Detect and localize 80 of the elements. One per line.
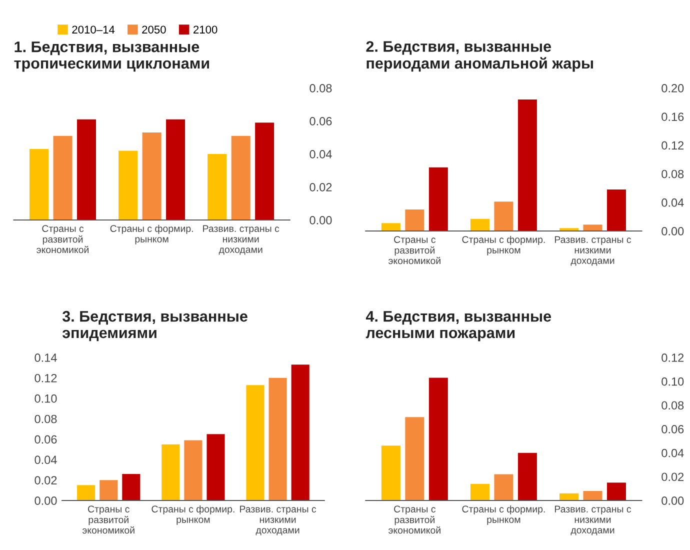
bar <box>518 99 537 231</box>
bar <box>206 434 225 500</box>
bar <box>142 132 162 220</box>
y-tick-label: 0.12 <box>662 141 684 150</box>
bar <box>77 485 96 500</box>
y-tick-label: 0.04 <box>662 448 684 458</box>
bar <box>494 202 514 231</box>
y-tick-label: 0.12 <box>34 374 57 382</box>
y-tick-label: 0.06 <box>662 425 684 434</box>
bar <box>291 364 310 500</box>
x-tick-label: Развив. страны с низкими доходами <box>240 506 316 536</box>
bar <box>381 446 400 500</box>
bar <box>470 218 490 231</box>
bar <box>559 493 578 500</box>
x-tick-label: Развив. страны с низкими доходами <box>554 236 632 266</box>
chart-title: 1. Бедствия, вызванные тропическими циклонами <box>14 42 210 72</box>
bar <box>246 385 264 500</box>
bar <box>100 480 118 500</box>
x-tick-label: Страны с формир. рынком <box>110 224 193 244</box>
y-tick-label: 0.00 <box>662 227 684 236</box>
x-tick-label: Страны с развитой экономикой <box>82 506 134 534</box>
bar <box>208 154 227 220</box>
chart-title: 4. Бедствия, вызванные лесными пожарами <box>366 311 552 342</box>
bar <box>470 484 490 500</box>
y-tick-label: 0.02 <box>34 476 57 484</box>
y-tick-label: 0.06 <box>34 435 57 444</box>
y-tick-label: 0.02 <box>662 472 684 482</box>
legend-label: 2010–14 <box>72 26 115 34</box>
bar <box>53 136 72 220</box>
x-tick-label: Развив. страны с низкими доходами <box>554 506 632 536</box>
bar <box>255 122 274 220</box>
chart-title: 3. Бедствия, вызванные эпидемиями <box>62 310 248 342</box>
x-tick-label: Страны с развитой экономикой <box>36 225 89 254</box>
bar <box>583 224 602 231</box>
chart-title: 2. Бедствия, вызванные периодами аномальной жары <box>366 41 593 72</box>
x-tick-label: Страны с развитой экономикой <box>388 236 440 264</box>
bar <box>428 167 448 231</box>
y-tick-label: 0.08 <box>662 401 684 410</box>
bar <box>231 136 250 220</box>
bar <box>184 440 202 500</box>
bar <box>268 378 287 500</box>
y-tick-label: 0.20 <box>662 84 684 92</box>
bar <box>162 444 180 500</box>
y-tick-label: 0.04 <box>310 150 332 158</box>
bar <box>606 482 626 500</box>
bar <box>606 190 626 231</box>
legend-label: 2100 <box>194 26 218 34</box>
bar <box>118 150 138 220</box>
y-tick-label: 0.04 <box>662 198 684 207</box>
y-tick-label: 0.12 <box>662 354 684 362</box>
y-tick-label: 0.06 <box>310 117 332 126</box>
y-tick-label: 0.02 <box>310 183 332 192</box>
y-tick-label: 0.00 <box>34 496 57 505</box>
bar <box>583 490 602 500</box>
y-tick-label: 0.10 <box>662 377 684 386</box>
y-tick-label: 0.08 <box>34 414 57 424</box>
bar <box>381 223 400 231</box>
legend-label: 2050 <box>142 26 166 34</box>
y-tick-label: 0.00 <box>310 216 332 224</box>
y-tick-label: 0.04 <box>34 456 57 464</box>
y-tick-label: 0.10 <box>34 394 57 403</box>
y-tick-label: 0.08 <box>310 84 332 92</box>
bar <box>518 452 537 500</box>
y-tick-label: 0.14 <box>34 354 57 362</box>
x-tick-label: Страны с формир. рынком <box>462 236 545 256</box>
bar <box>77 119 96 220</box>
bar <box>405 417 424 500</box>
x-tick-label: Страны с формир. рынком <box>462 505 545 525</box>
x-tick-label: Развив. страны с низкими доходами <box>203 225 280 255</box>
bar <box>494 474 514 500</box>
y-tick-label: 0.08 <box>662 170 684 178</box>
bar <box>122 474 140 500</box>
bar <box>405 210 424 231</box>
bar <box>166 119 186 220</box>
y-tick-label: 0.16 <box>662 112 684 121</box>
bar <box>30 149 49 220</box>
x-tick-label: Страны с формир. рынком <box>152 505 234 525</box>
x-tick-label: Страны с развитой экономикой <box>388 506 440 534</box>
bar <box>428 378 448 500</box>
y-tick-label: 0.00 <box>662 496 684 505</box>
